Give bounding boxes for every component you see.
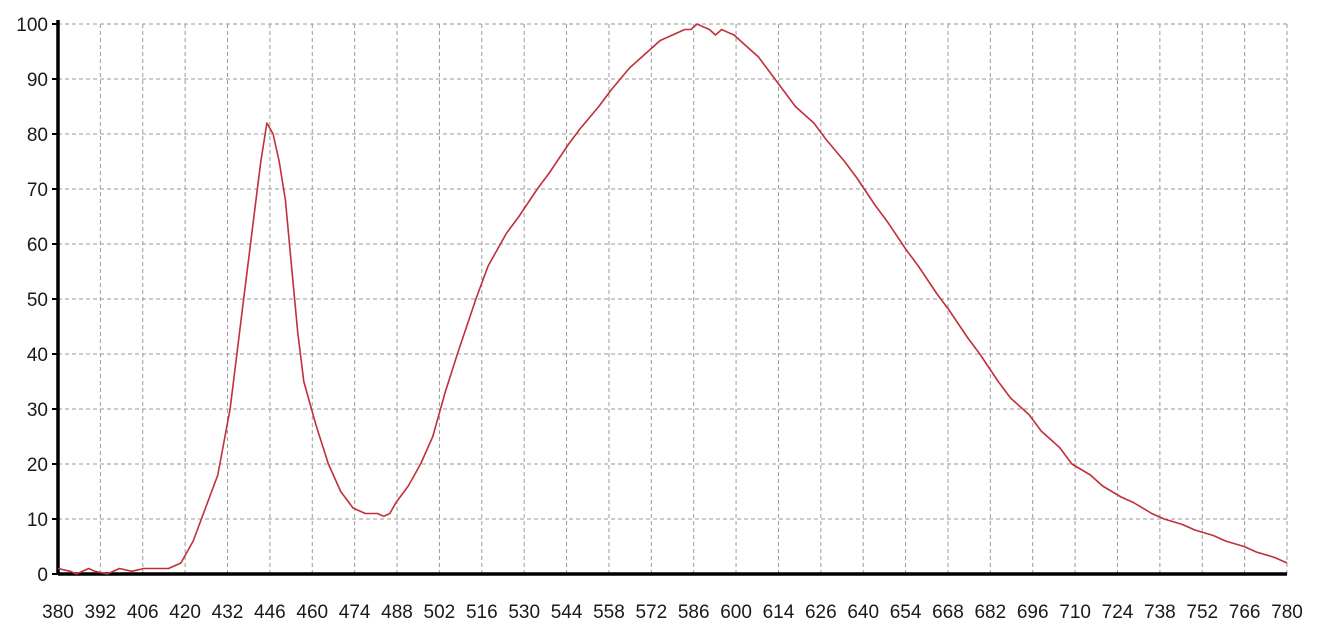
x-tick-label: 474	[339, 602, 371, 623]
y-tick-label: 20	[27, 455, 48, 476]
x-tick-label: 572	[635, 602, 667, 623]
y-tick-label: 70	[27, 180, 48, 201]
y-tick-labels: 0 10 20 30 40 50 60 70 80 90 100	[16, 15, 58, 586]
x-tick-label: 558	[593, 602, 625, 623]
y-tick-label: 0	[37, 565, 48, 586]
x-tick-label: 586	[678, 602, 710, 623]
x-tick-label: 724	[1102, 602, 1134, 623]
x-tick-label: 668	[932, 602, 964, 623]
y-tick-label: 90	[27, 70, 48, 91]
y-tick-label: 40	[27, 345, 48, 366]
x-tick-label: 460	[296, 602, 328, 623]
x-tick-label: 738	[1144, 602, 1176, 623]
x-tick-label: 406	[127, 602, 159, 623]
y-tick-label: 10	[27, 510, 48, 531]
x-tick-label: 752	[1186, 602, 1218, 623]
x-tick-label: 710	[1059, 602, 1091, 623]
x-tick-label: 614	[763, 602, 795, 623]
x-tick-label: 766	[1229, 602, 1261, 623]
x-tick-label: 780	[1271, 602, 1303, 623]
y-tick-label: 50	[27, 290, 48, 311]
x-tick-label: 420	[169, 602, 201, 623]
x-tick-label: 530	[508, 602, 540, 623]
grid	[57, 23, 1288, 575]
x-tick-label: 600	[720, 602, 752, 623]
x-tick-label: 488	[381, 602, 413, 623]
y-tick-label: 30	[27, 400, 48, 421]
x-tick-label: 640	[847, 602, 879, 623]
series-line	[57, 23, 1288, 575]
y-tick-label: 80	[27, 125, 48, 146]
x-tick-label: 392	[85, 602, 117, 623]
x-tick-label: 502	[424, 602, 456, 623]
y-tick-label: 100	[16, 15, 48, 36]
x-tick-label: 696	[1017, 602, 1049, 623]
x-tick-label: 654	[890, 602, 922, 623]
x-tick-label: 544	[551, 602, 583, 623]
series	[57, 23, 1288, 575]
axes	[56, 20, 1287, 576]
x-tick-label: 626	[805, 602, 837, 623]
y-tick-label: 60	[27, 235, 48, 256]
x-tick-label: 432	[212, 602, 244, 623]
x-tick-labels: 380 392 406 420 432 446 460 474 488 502 516 530 544 5…	[42, 602, 1303, 623]
x-tick-label: 380	[42, 602, 74, 623]
x-tick-label: 516	[466, 602, 498, 623]
x-tick-label: 682	[974, 602, 1006, 623]
x-tick-label: 446	[254, 602, 286, 623]
